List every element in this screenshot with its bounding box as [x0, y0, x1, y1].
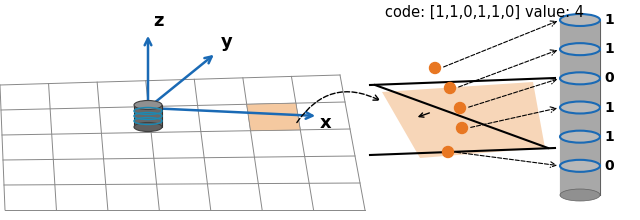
- Ellipse shape: [134, 101, 162, 110]
- Ellipse shape: [560, 131, 600, 143]
- Circle shape: [442, 147, 454, 158]
- Ellipse shape: [560, 160, 600, 172]
- Bar: [560, 137, 600, 166]
- Text: value: 4: value: 4: [525, 5, 584, 20]
- Text: 0: 0: [604, 71, 614, 85]
- Bar: [560, 20, 600, 49]
- Circle shape: [456, 123, 467, 134]
- Ellipse shape: [560, 101, 600, 114]
- Ellipse shape: [134, 123, 162, 132]
- Text: 1: 1: [604, 101, 614, 114]
- Text: y: y: [221, 33, 233, 51]
- Bar: [560, 166, 600, 195]
- Bar: [560, 78, 600, 108]
- Circle shape: [454, 103, 465, 114]
- Text: 1: 1: [604, 13, 614, 27]
- Text: 0: 0: [604, 159, 614, 173]
- Bar: [134, 105, 162, 127]
- Ellipse shape: [560, 101, 600, 114]
- Circle shape: [429, 62, 440, 73]
- Circle shape: [445, 82, 456, 94]
- Ellipse shape: [560, 14, 600, 26]
- Polygon shape: [382, 82, 545, 158]
- Ellipse shape: [560, 43, 600, 55]
- Polygon shape: [246, 103, 300, 131]
- Text: code: [1,1,0,1,1,0]: code: [1,1,0,1,1,0]: [385, 5, 520, 20]
- Ellipse shape: [560, 160, 600, 172]
- Ellipse shape: [560, 72, 600, 84]
- Ellipse shape: [560, 43, 600, 55]
- Bar: [560, 49, 600, 78]
- Text: 1: 1: [604, 130, 614, 144]
- Bar: [560, 108, 600, 137]
- Ellipse shape: [560, 131, 600, 143]
- Text: x: x: [320, 114, 332, 132]
- Text: z: z: [153, 12, 163, 30]
- Ellipse shape: [560, 72, 600, 84]
- Text: 1: 1: [604, 42, 614, 56]
- Ellipse shape: [560, 189, 600, 201]
- FancyArrowPatch shape: [297, 92, 379, 123]
